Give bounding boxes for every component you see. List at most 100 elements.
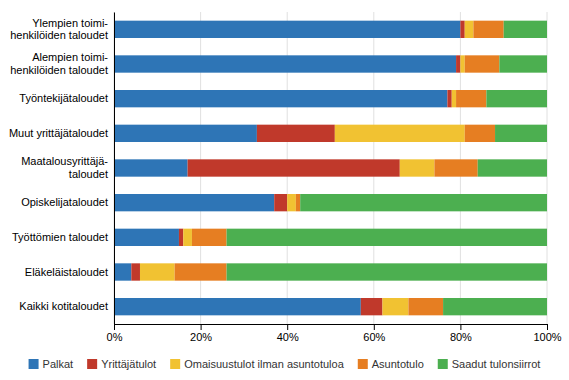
y-tick-label: Ylempien toimi-henkilöiden taloudet xyxy=(10,17,108,41)
x-tick-mark xyxy=(547,324,548,330)
legend-swatch xyxy=(170,359,180,369)
legend-item: Asuntotulo xyxy=(358,358,424,370)
bar xyxy=(131,263,140,280)
x-tick-mark xyxy=(287,324,288,330)
x-tick: 20% xyxy=(190,324,212,343)
bar xyxy=(465,21,474,38)
bar xyxy=(114,90,447,107)
grid-line xyxy=(114,12,115,324)
chart-container: Palkat Yrittäjätulot Omaisuustulot ilman a… xyxy=(0,0,569,380)
bar xyxy=(452,90,456,107)
x-tick-mark xyxy=(201,324,202,330)
y-tick-label: Työttömien taloudet xyxy=(12,231,108,243)
bar xyxy=(434,159,477,176)
legend-swatch xyxy=(438,359,448,369)
bar xyxy=(179,229,183,246)
bar xyxy=(465,125,495,142)
legend-label: Saadut tulonsiirrot xyxy=(452,358,541,370)
y-tick-label: Kaikki kotitaloudet xyxy=(19,300,108,312)
bar xyxy=(114,229,179,246)
bar xyxy=(192,229,227,246)
y-tick-label: Opiskelijataloudet xyxy=(21,196,108,208)
bar xyxy=(188,159,400,176)
y-tick-label: Muut yrittäjätaloudet xyxy=(9,127,108,139)
bar xyxy=(478,159,547,176)
legend-label: Asuntotulo xyxy=(372,358,424,370)
bar xyxy=(408,298,443,315)
x-tick-label: 80% xyxy=(450,331,472,343)
legend-label: Palkat xyxy=(43,358,74,370)
bar xyxy=(114,194,274,211)
bar xyxy=(114,263,131,280)
bar xyxy=(227,263,547,280)
plot: 0% 20% 40% 60% 80% 100% Ylempien toimi-henkilö… xyxy=(9,12,562,343)
bar xyxy=(447,90,451,107)
bar xyxy=(287,194,296,211)
bar xyxy=(443,298,547,315)
x-tick-label: 60% xyxy=(363,331,385,343)
x-tick: 100% xyxy=(533,324,561,343)
y-tick-label: Alempien toimi-henkilöiden taloudet xyxy=(10,51,108,75)
series xyxy=(227,21,547,316)
bar xyxy=(175,263,227,280)
x-tick-mark xyxy=(374,324,375,330)
y-tick: Työntekijätaloudet xyxy=(19,92,114,104)
bar xyxy=(456,55,460,72)
y-tick-label: Työntekijätaloudet xyxy=(19,92,108,104)
bar xyxy=(335,125,465,142)
x-tick-label: 40% xyxy=(277,331,299,343)
bar xyxy=(296,194,300,211)
y-tick: Muut yrittäjätaloudet xyxy=(9,127,114,139)
y-axis-line xyxy=(114,13,115,325)
x-tick: 80% xyxy=(450,324,472,343)
legend-item: Yrittäjätulot xyxy=(87,358,156,370)
x-tick-mark xyxy=(114,324,115,330)
bar xyxy=(361,298,383,315)
y-tick: Opiskelijataloudet xyxy=(21,196,114,208)
legend-item: Saadut tulonsiirrot xyxy=(438,358,541,370)
legend-swatch xyxy=(29,359,39,369)
y-tick: Eläkeläistaloudet xyxy=(25,266,114,278)
y-tick: Maatalousyrittäjä-taloudet xyxy=(21,155,114,179)
bar xyxy=(114,55,456,72)
y-axis: Ylempien toimi-henkilöiden taloudet Alemp… xyxy=(9,13,115,325)
x-tick: 60% xyxy=(363,324,385,343)
bar xyxy=(465,55,500,72)
x-axis-line xyxy=(115,325,548,331)
bar xyxy=(382,298,408,315)
x-tick-label: 100% xyxy=(533,331,561,343)
bar xyxy=(114,125,257,142)
bar xyxy=(460,55,464,72)
chart-svg: Palkat Yrittäjätulot Omaisuustulot ilman a… xyxy=(0,0,569,380)
x-tick-mark xyxy=(460,324,461,330)
bar xyxy=(114,298,361,315)
bar xyxy=(499,55,547,72)
bar xyxy=(460,21,464,38)
x-tick: 40% xyxy=(277,324,299,343)
y-tick: Alempien toimi-henkilöiden taloudet xyxy=(10,51,114,75)
bar xyxy=(274,194,287,211)
y-tick-label: Eläkeläistaloudet xyxy=(25,266,108,278)
grid xyxy=(114,12,547,324)
legend-label: Omaisuustulot ilman asuntotuloa xyxy=(184,358,344,370)
y-tick: Työttömien taloudet xyxy=(12,231,114,243)
bar xyxy=(300,194,547,211)
bar xyxy=(257,125,335,142)
x-axis: 0% 20% 40% 60% 80% 100% xyxy=(107,324,562,343)
legend-label: Yrittäjätulot xyxy=(101,358,156,370)
legend: Palkat Yrittäjätulot Omaisuustulot ilman a… xyxy=(29,358,541,370)
y-tick-label: Maatalousyrittäjä-taloudet xyxy=(21,155,108,179)
legend-item: Omaisuustulot ilman asuntotuloa xyxy=(170,358,344,370)
bar xyxy=(400,159,435,176)
bar xyxy=(227,229,547,246)
bar xyxy=(486,90,547,107)
bar xyxy=(140,263,175,280)
bar xyxy=(183,229,192,246)
x-tick-label: 20% xyxy=(190,331,212,343)
legend-swatch xyxy=(358,359,368,369)
y-tick: Ylempien toimi-henkilöiden taloudet xyxy=(10,17,114,41)
x-tick: 0% xyxy=(107,324,123,343)
legend-swatch xyxy=(87,359,97,369)
y-tick: Kaikki kotitaloudet xyxy=(19,300,114,312)
x-tick-label: 0% xyxy=(107,331,123,343)
